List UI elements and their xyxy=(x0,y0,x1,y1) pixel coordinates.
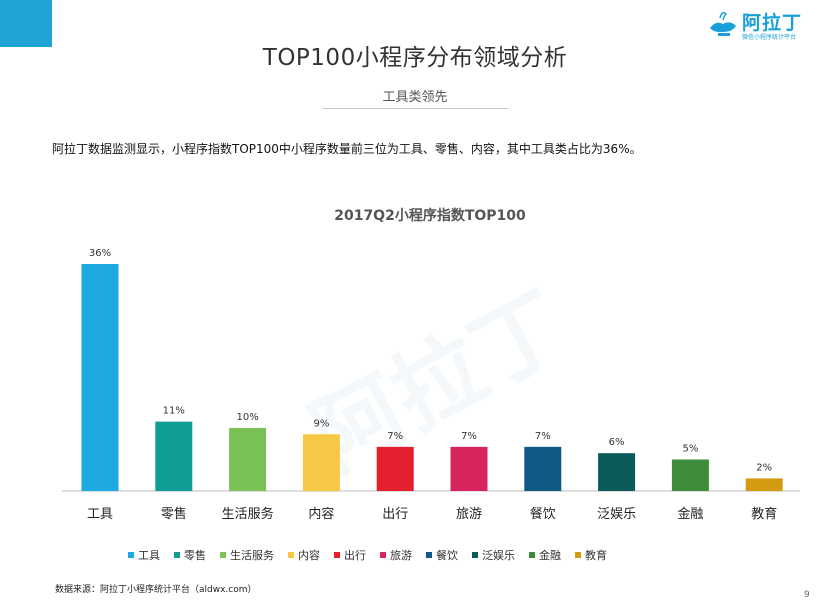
corner-accent xyxy=(0,0,52,47)
value-label-2: 10% xyxy=(236,412,258,423)
legend-swatch-0 xyxy=(128,552,134,558)
legend-item-1: 零售 xyxy=(174,547,206,563)
value-label-7: 6% xyxy=(609,437,625,448)
legend-swatch-9 xyxy=(575,552,581,558)
legend-swatch-4 xyxy=(334,552,340,558)
legend-item-0: 工具 xyxy=(128,547,160,563)
data-source: 数据来源：阿拉丁小程序统计平台（aldwx.com） xyxy=(55,585,257,595)
bar-5 xyxy=(450,446,488,491)
category-label-0: 工具 xyxy=(87,507,113,522)
category-label-9: 教育 xyxy=(751,506,777,522)
page-number: 9 xyxy=(804,590,810,600)
logo-subtitle: 微信小程序统计平台 xyxy=(742,34,797,41)
bar-7 xyxy=(598,453,636,491)
legend-label-5: 旅游 xyxy=(390,549,412,562)
legend-label-1: 零售 xyxy=(184,549,206,562)
bar-1 xyxy=(155,421,193,491)
lamp-icon xyxy=(710,11,736,36)
chart-legend: 工具 零售 生活服务 内容 出行 旅游 餐饮 泛娱乐 金融 教育 xyxy=(128,547,621,563)
bar-9 xyxy=(745,478,783,491)
legend-label-6: 餐饮 xyxy=(436,549,458,562)
bar-6 xyxy=(524,446,562,491)
legend-item-5: 旅游 xyxy=(380,547,412,563)
category-label-1: 零售 xyxy=(161,506,187,522)
legend-swatch-3 xyxy=(288,552,294,558)
bar-4 xyxy=(376,446,414,491)
value-label-5: 7% xyxy=(461,431,477,442)
legend-label-2: 生活服务 xyxy=(230,549,274,562)
page-subtitle: 工具类领先 xyxy=(382,90,448,105)
category-label-7: 泛娱乐 xyxy=(597,507,636,522)
logo-text: 阿拉丁 xyxy=(742,12,803,34)
value-label-9: 2% xyxy=(756,462,772,473)
page-title: TOP100小程序分布领域分析 xyxy=(262,45,568,71)
value-label-1: 11% xyxy=(163,406,185,417)
bar-0 xyxy=(81,264,119,491)
value-label-4: 7% xyxy=(387,431,403,442)
bar-8 xyxy=(671,459,709,491)
legend-item-2: 生活服务 xyxy=(220,547,274,563)
chart-title: 2017Q2小程序指数TOP100 xyxy=(334,208,526,224)
legend-item-6: 餐饮 xyxy=(426,547,458,563)
value-label-0: 36% xyxy=(89,248,111,259)
legend-item-3: 内容 xyxy=(288,547,320,563)
bar-3 xyxy=(302,434,340,491)
legend-swatch-1 xyxy=(174,552,180,558)
category-label-3: 内容 xyxy=(308,506,334,522)
subtitle-divider xyxy=(322,108,508,109)
category-label-8: 金融 xyxy=(677,506,703,522)
legend-item-8: 金融 xyxy=(529,547,561,563)
legend-label-9: 教育 xyxy=(585,549,607,562)
legend-label-3: 内容 xyxy=(298,549,320,562)
value-label-8: 5% xyxy=(682,443,698,454)
legend-swatch-8 xyxy=(529,552,535,558)
legend-label-0: 工具 xyxy=(138,549,160,562)
category-label-5: 旅游 xyxy=(456,507,482,522)
category-label-6: 餐饮 xyxy=(530,506,556,522)
category-label-2: 生活服务 xyxy=(222,506,274,522)
legend-item-9: 教育 xyxy=(575,547,607,563)
legend-swatch-2 xyxy=(220,552,226,558)
bar-2 xyxy=(229,427,267,491)
value-label-6: 7% xyxy=(535,431,551,442)
category-label-4: 出行 xyxy=(382,507,408,522)
legend-item-4: 出行 xyxy=(334,547,366,563)
value-label-3: 9% xyxy=(313,418,329,429)
legend-label-8: 金融 xyxy=(539,549,561,562)
summary-text: 阿拉丁数据监测显示，小程序指数TOP100中小程序数量前三位为工具、零售、内容，… xyxy=(52,142,642,156)
legend-swatch-6 xyxy=(426,552,432,558)
aladdin-logo: 阿拉丁 微信小程序统计平台 xyxy=(706,6,824,44)
legend-label-7: 泛娱乐 xyxy=(482,549,515,562)
legend-swatch-7 xyxy=(472,552,478,558)
legend-label-4: 出行 xyxy=(344,549,366,562)
legend-item-7: 泛娱乐 xyxy=(472,547,515,563)
legend-swatch-5 xyxy=(380,552,386,558)
